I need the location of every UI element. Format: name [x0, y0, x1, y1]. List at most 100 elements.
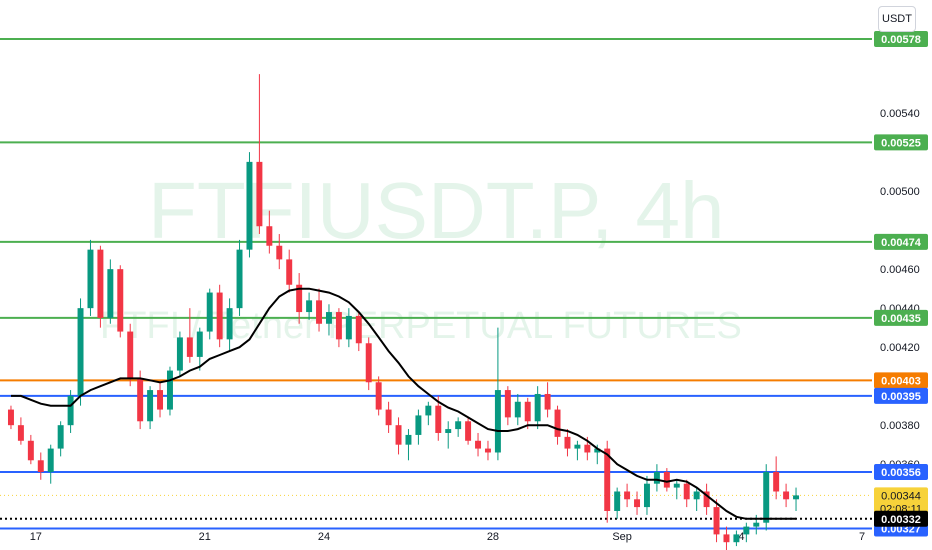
level-label-bg — [874, 463, 928, 480]
candle-body — [276, 245, 283, 260]
level-label: 0.00395 — [881, 391, 921, 403]
candle-body — [783, 491, 790, 500]
x-tick-label: 28 — [487, 531, 499, 543]
y-axis-ticks: 0.005400.005000.004600.004400.004200.003… — [880, 108, 920, 471]
y-tick-label: 0.00500 — [880, 186, 920, 198]
candle-body — [465, 421, 472, 441]
ma-label: 0.00332 — [881, 514, 921, 526]
level-label-bg — [874, 372, 928, 389]
candle-body — [97, 249, 104, 318]
candle-body — [544, 393, 551, 410]
horizontal-levels — [0, 38, 872, 530]
candle-body — [365, 343, 372, 383]
candle-body — [107, 269, 114, 318]
candle-body — [77, 308, 84, 396]
candle-body — [643, 483, 650, 508]
candle-body — [355, 315, 362, 344]
candle-body — [773, 471, 780, 492]
candle-body — [206, 292, 213, 332]
level-label-bg — [874, 31, 928, 48]
candle-body — [127, 331, 134, 379]
candle-body — [693, 491, 700, 500]
candle-body — [395, 425, 402, 445]
level-label-bg — [874, 309, 928, 326]
candle-body — [335, 312, 342, 340]
x-tick-label: 4 — [738, 531, 744, 543]
candle-body — [246, 161, 253, 250]
candle-body — [226, 308, 233, 340]
candle-body — [484, 448, 491, 453]
candle-body — [703, 491, 710, 508]
candle-body — [67, 395, 74, 426]
candle-body — [196, 331, 203, 357]
candle-body — [375, 382, 382, 410]
candle-body — [524, 401, 531, 422]
candle-body — [723, 534, 730, 543]
candle-body — [445, 429, 452, 433]
x-tick-label: 17 — [30, 531, 42, 543]
candle-body — [584, 444, 591, 453]
ma-label-bg — [874, 510, 928, 527]
candle-body — [216, 292, 223, 340]
candle-body — [673, 483, 680, 488]
moving-average-line — [11, 287, 796, 520]
level-label: 0.00435 — [881, 313, 921, 325]
candle-body — [137, 378, 144, 422]
candle-body — [753, 522, 760, 527]
level-label: 0.00474 — [881, 237, 922, 249]
candle-body — [186, 337, 193, 357]
candle-body — [534, 393, 541, 422]
candle-body — [17, 425, 24, 441]
candle-body — [385, 409, 392, 426]
candle-body — [236, 249, 243, 309]
candle-body — [634, 499, 641, 508]
level-label: 0.00403 — [881, 375, 921, 387]
candle-body — [405, 434, 412, 445]
level-label-bg — [874, 387, 928, 404]
candle-body — [733, 534, 740, 543]
candle-body — [316, 300, 323, 324]
candle-body — [57, 425, 64, 449]
candle-body — [494, 390, 501, 453]
watermark-description: FTFI / Tether PERPETUAL FUTURES — [100, 305, 742, 347]
candle-body — [176, 337, 183, 371]
x-tick-label: 21 — [199, 531, 211, 543]
candle-body — [37, 460, 44, 472]
y-tick-label: 0.00380 — [880, 420, 920, 432]
y-tick-label: 0.00540 — [880, 108, 920, 120]
candle-body — [47, 448, 54, 472]
y-tick-label: 0.00420 — [880, 342, 920, 354]
candle-body — [455, 421, 462, 430]
level-label: 0.00578 — [881, 34, 921, 46]
candle-body — [415, 415, 422, 435]
candle-body — [653, 471, 660, 484]
x-tick-label: 7 — [859, 531, 865, 543]
currency-unit-button[interactable]: USDT — [878, 6, 916, 32]
candle-body — [604, 448, 611, 511]
candle-body — [554, 409, 561, 437]
candle-body — [793, 495, 800, 500]
candle-body — [564, 436, 571, 449]
candle-body — [514, 401, 521, 418]
candle-body — [663, 471, 670, 488]
y-tick-label: 0.00460 — [880, 264, 920, 276]
candle-body — [157, 390, 164, 410]
candle-body — [286, 259, 293, 285]
candle-body — [614, 491, 621, 511]
candle-body — [743, 526, 750, 535]
candle-body — [7, 409, 14, 426]
candle-body — [425, 405, 432, 416]
candle-body — [504, 390, 511, 418]
candle-body — [345, 315, 352, 340]
candle-body — [713, 507, 720, 535]
candle-body — [27, 440, 34, 461]
x-axis-ticks: 17 21 24 28 Sep 4 7 — [30, 531, 865, 543]
candle-body — [475, 440, 482, 449]
candle-body — [147, 390, 154, 422]
level-label-bg — [874, 233, 928, 250]
level-label: 0.00356 — [881, 467, 921, 479]
x-tick-label: Sep — [612, 531, 632, 543]
candle-body — [763, 471, 770, 523]
current-price-label-bg — [874, 487, 928, 518]
